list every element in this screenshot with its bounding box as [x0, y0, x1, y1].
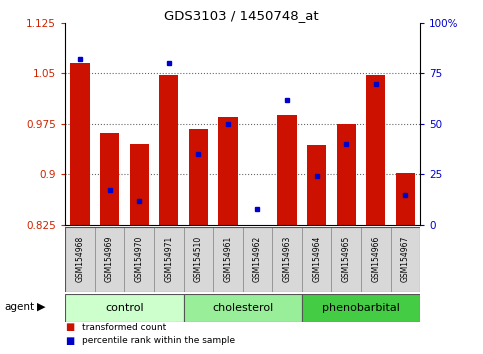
FancyBboxPatch shape — [331, 227, 361, 292]
Text: GSM154961: GSM154961 — [224, 236, 232, 282]
FancyBboxPatch shape — [65, 227, 95, 292]
Bar — [277, 115, 297, 225]
Text: GSM154964: GSM154964 — [312, 236, 321, 282]
Text: GSM154971: GSM154971 — [164, 236, 173, 282]
FancyBboxPatch shape — [184, 294, 302, 322]
Bar — [366, 75, 385, 225]
Bar — [100, 133, 119, 225]
Text: ■: ■ — [65, 322, 74, 332]
FancyBboxPatch shape — [213, 227, 242, 292]
FancyBboxPatch shape — [154, 227, 184, 292]
Bar — [396, 173, 415, 225]
FancyBboxPatch shape — [184, 227, 213, 292]
Text: GSM154963: GSM154963 — [283, 236, 292, 282]
Text: GSM154969: GSM154969 — [105, 236, 114, 282]
Text: GSM154967: GSM154967 — [401, 236, 410, 282]
Bar — [307, 145, 327, 225]
Bar — [337, 124, 356, 225]
Text: agent: agent — [5, 302, 35, 312]
FancyBboxPatch shape — [95, 227, 125, 292]
FancyBboxPatch shape — [391, 227, 420, 292]
Text: GSM154970: GSM154970 — [135, 236, 143, 282]
FancyBboxPatch shape — [272, 227, 302, 292]
Bar — [71, 63, 90, 225]
Bar — [159, 75, 178, 225]
Text: cholesterol: cholesterol — [212, 303, 273, 313]
FancyBboxPatch shape — [125, 227, 154, 292]
Text: ▶: ▶ — [37, 302, 45, 312]
Text: control: control — [105, 303, 143, 313]
Text: GSM154968: GSM154968 — [75, 236, 85, 282]
Text: transformed count: transformed count — [82, 323, 166, 332]
Text: percentile rank within the sample: percentile rank within the sample — [82, 336, 235, 346]
Text: phenobarbital: phenobarbital — [322, 303, 400, 313]
FancyBboxPatch shape — [361, 227, 391, 292]
Text: GSM154510: GSM154510 — [194, 236, 203, 282]
FancyBboxPatch shape — [65, 294, 184, 322]
Bar — [189, 129, 208, 225]
FancyBboxPatch shape — [302, 227, 331, 292]
FancyBboxPatch shape — [242, 227, 272, 292]
Bar — [218, 117, 238, 225]
Text: GSM154965: GSM154965 — [342, 236, 351, 282]
Text: GSM154966: GSM154966 — [371, 236, 380, 282]
FancyBboxPatch shape — [302, 294, 420, 322]
Text: GDS3103 / 1450748_at: GDS3103 / 1450748_at — [164, 9, 319, 22]
Text: ■: ■ — [65, 336, 74, 346]
Text: GSM154962: GSM154962 — [253, 236, 262, 282]
Bar — [129, 144, 149, 225]
